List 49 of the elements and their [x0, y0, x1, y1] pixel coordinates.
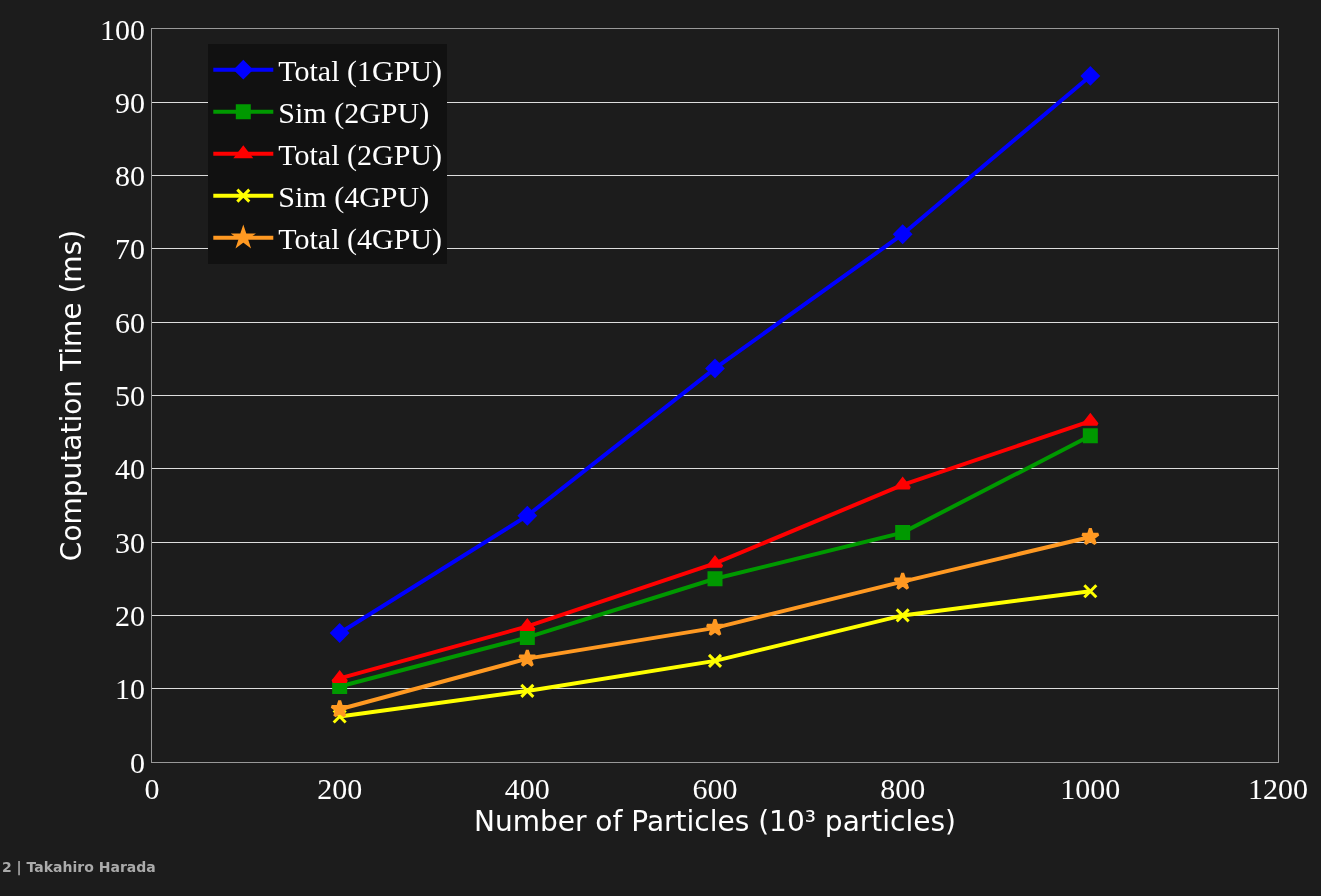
- point: [1080, 527, 1100, 546]
- point: [331, 670, 349, 683]
- point: [706, 555, 724, 568]
- point: [705, 359, 725, 378]
- x-tick-label: 1000: [1060, 772, 1121, 805]
- x-tick-label: 1200: [1248, 772, 1308, 805]
- y-tick-label: 70: [115, 232, 145, 266]
- y-tick-label: 60: [115, 305, 145, 339]
- point: [1082, 583, 1098, 599]
- point: [518, 618, 536, 631]
- point: [1082, 428, 1098, 444]
- x-tick-label: 800: [880, 772, 926, 805]
- point: [895, 525, 911, 541]
- point: [707, 571, 723, 587]
- y-axis-title: Computation Time (ms): [54, 229, 88, 562]
- text: 2 | Takahiro Harada: [2, 859, 156, 876]
- y-tick-label: 40: [115, 452, 145, 486]
- y-tick-label: 30: [115, 525, 145, 559]
- legend-label: Sim (4GPU): [278, 180, 430, 215]
- point: [705, 617, 725, 637]
- legend-label: Sim (2GPU): [278, 96, 430, 131]
- point: [519, 629, 535, 645]
- y-tick-label: 20: [115, 598, 145, 632]
- legend-label: Total (4GPU): [278, 222, 443, 257]
- point: [1081, 66, 1100, 86]
- point: [517, 648, 537, 667]
- x-axis-title: Number of Particles (10³ particles): [473, 805, 957, 838]
- point: [330, 699, 350, 718]
- legend-label: Total (1GPU): [278, 54, 443, 89]
- point: [330, 623, 349, 643]
- x-tick-label: 400: [504, 772, 550, 805]
- point: [895, 607, 911, 623]
- point: [519, 683, 535, 699]
- y-tick-label: 0: [130, 745, 145, 779]
- point: [893, 224, 912, 244]
- y-tick-label: 10: [115, 672, 145, 706]
- y-tick-label: 50: [115, 379, 145, 412]
- legend-label: Total (2GPU): [278, 138, 443, 173]
- point: [893, 571, 913, 590]
- point: [707, 653, 723, 669]
- point: [518, 506, 537, 526]
- y-tick-label: 100: [100, 12, 145, 46]
- point: [1081, 413, 1099, 426]
- y-tick-label: 80: [115, 159, 145, 193]
- x-tick-label: 600: [692, 772, 738, 805]
- point: [894, 477, 912, 490]
- point: [332, 709, 348, 725]
- y-tick-label: 90: [115, 85, 145, 119]
- x-tick-label: 200: [317, 772, 363, 805]
